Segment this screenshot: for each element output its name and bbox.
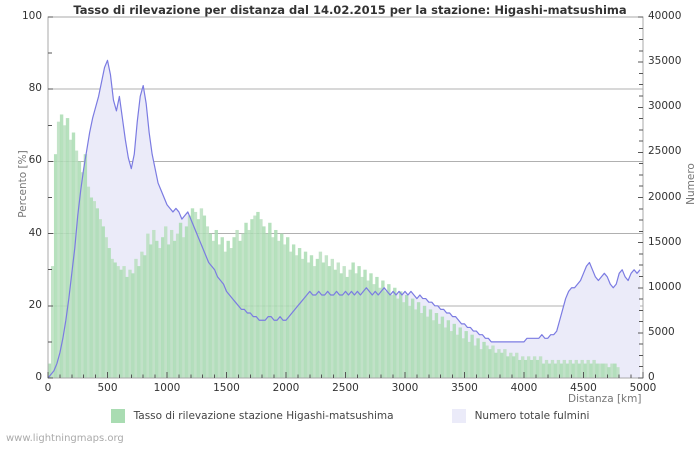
y-tick-label-right: 10000 — [648, 280, 682, 293]
legend-label: Tasso di rilevazione stazione Higashi-ma… — [133, 410, 394, 422]
y-tick-label-right: 35000 — [648, 55, 682, 68]
x-tick-label: 3000 — [391, 382, 419, 394]
y-tick-label-right: 5000 — [648, 325, 675, 338]
x-tick-label: 4500 — [570, 382, 597, 394]
x-tick-label: 3500 — [451, 382, 478, 394]
y-tick-label-right: 30000 — [648, 100, 682, 113]
x-tick-label: 2500 — [332, 382, 359, 394]
y-tick-label-left: 100 — [21, 10, 42, 22]
y-tick-label-left: 80 — [28, 82, 42, 95]
chart-legend: Tasso di rilevazione stazione Higashi-ma… — [0, 409, 700, 423]
legend-swatch-number — [451, 409, 466, 423]
y-tick-label-right: 20000 — [648, 190, 682, 203]
x-tick-label: 4000 — [510, 382, 538, 394]
x-tick-label: 0 — [44, 382, 52, 394]
x-tick-label: 2000 — [272, 382, 300, 394]
y-tick-label-right: 0 — [648, 371, 655, 383]
y-tick-label-left: 20 — [28, 298, 42, 311]
x-tick-label: 1500 — [213, 382, 240, 394]
footer-watermark: www.lightningmaps.org — [6, 433, 124, 444]
x-tick-label: 1000 — [153, 382, 181, 394]
y-tick-label-right: 15000 — [648, 235, 682, 248]
x-tick-label: 5000 — [629, 382, 657, 394]
y-axis-label-left: Percento [%] — [17, 150, 29, 218]
legend-item[interactable]: Tasso di rilevazione stazione Higashi-ma… — [110, 409, 394, 423]
y-tick-label-left: 40 — [28, 226, 42, 239]
legend-label: Numero totale fulmini — [474, 410, 590, 422]
y-tick-label-right: 25000 — [648, 145, 682, 158]
x-axis-label: Distanza [km] — [568, 393, 642, 405]
y-tick-label-left: 0 — [35, 371, 42, 383]
legend-item[interactable]: Numero totale fulmini — [451, 409, 590, 423]
legend-swatch-detection — [110, 409, 125, 423]
chart-title: Tasso di rilevazione per distanza dal 14… — [73, 3, 627, 17]
y-tick-label-right: 40000 — [648, 10, 682, 22]
y-tick-label-left: 60 — [28, 154, 42, 167]
x-tick-label: 500 — [97, 382, 118, 394]
